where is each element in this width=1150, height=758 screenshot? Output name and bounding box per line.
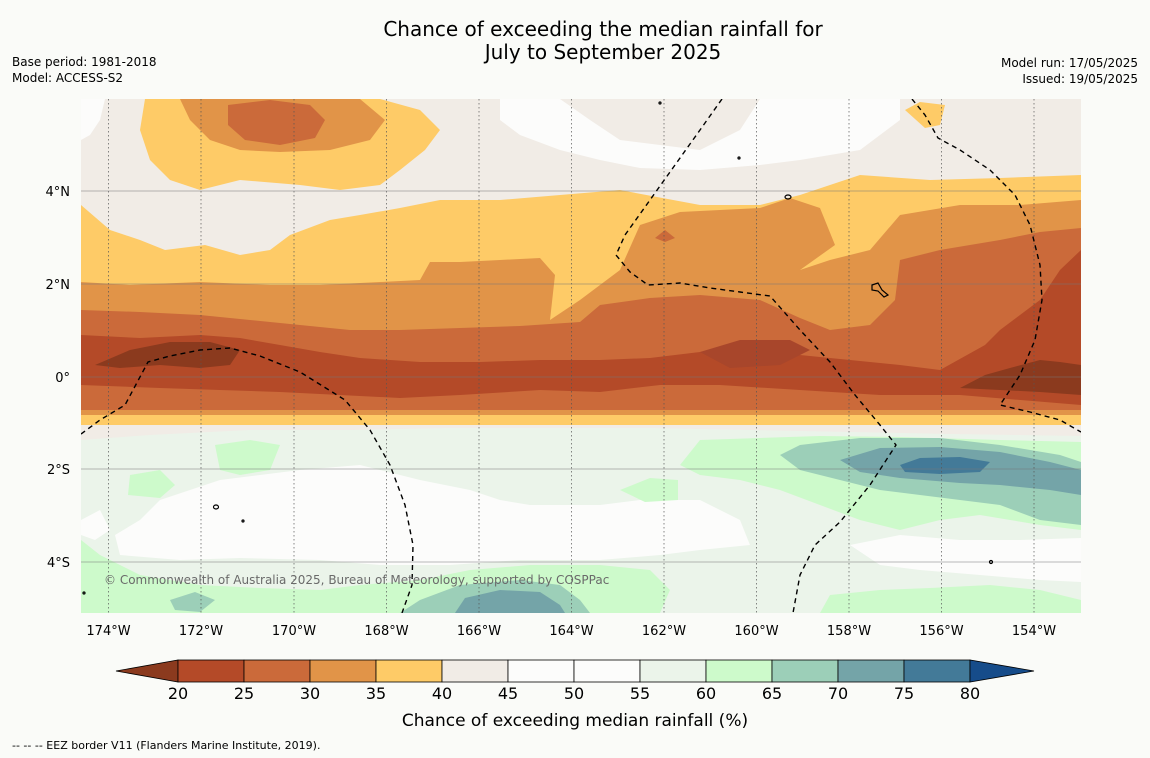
band-20-25-pocket-mid xyxy=(700,340,810,368)
colorbar-block-b75_80 xyxy=(903,659,971,683)
colorbar-extend-low xyxy=(115,659,179,683)
cb-tick-50: 50 xyxy=(564,684,584,703)
colorbar-block-b25_30 xyxy=(243,659,311,683)
title-line-1: Chance of exceeding the median rainfall … xyxy=(383,17,823,41)
x-tick-168w: 168°W xyxy=(364,624,408,639)
eez-borders xyxy=(81,99,1081,613)
band-below-20 xyxy=(95,342,240,368)
y-tick-4s: 4°S xyxy=(47,556,70,571)
colorbar-blocks xyxy=(115,659,1035,683)
cb-tick-65: 65 xyxy=(762,684,782,703)
colorbar-block-b35_40 xyxy=(375,659,443,683)
x-tick-160w: 160°W xyxy=(734,624,778,639)
x-axis-ticks: 174°W 172°W 170°W 168°W 166°W 164°W 162°… xyxy=(86,624,1056,639)
x-tick-158w: 158°W xyxy=(827,624,871,639)
base-info: Base period: 1981-2018 Model: ACCESS-S2 xyxy=(12,54,157,86)
band-60-65-mid xyxy=(620,478,678,502)
cb-tick-55: 55 xyxy=(630,684,650,703)
y-tick-4n: 4°N xyxy=(46,185,71,200)
colorbar: 20 25 30 35 40 45 50 55 60 65 70 75 80 C… xyxy=(115,659,1035,731)
band-60-65-west xyxy=(215,440,280,475)
colorbar-block-b20_25 xyxy=(177,659,245,683)
x-tick-174w: 174°W xyxy=(86,624,130,639)
cb-tick-40: 40 xyxy=(432,684,452,703)
colorbar-block-b50_55 xyxy=(573,659,641,683)
band-75-80-east xyxy=(900,457,990,474)
cb-tick-25: 25 xyxy=(234,684,254,703)
model-run-text: Model run: 17/05/2025 xyxy=(1000,56,1138,70)
colorbar-block-b30_35 xyxy=(309,659,377,683)
colorbar-block-b70_75 xyxy=(837,659,905,683)
colorbar-label: Chance of exceeding median rainfall (%) xyxy=(402,711,748,731)
y-tick-0: 0° xyxy=(55,371,70,386)
graticule-longitude xyxy=(108,99,1035,613)
eez-footer-note: -- -- -- EEZ border V11 (Flanders Marine… xyxy=(12,739,321,752)
x-tick-156w: 156°W xyxy=(919,624,963,639)
band-45-55-pocket-north xyxy=(500,99,900,170)
x-tick-162w: 162°W xyxy=(642,624,686,639)
band-25-30-fleck xyxy=(655,230,675,242)
cb-tick-60: 60 xyxy=(696,684,716,703)
band-45-55-pocket-sw xyxy=(81,510,110,540)
cb-tick-35: 35 xyxy=(366,684,386,703)
run-info: Model run: 17/05/2025 Issued: 19/05/2025 xyxy=(1001,55,1138,87)
colorbar-block-b65_70 xyxy=(771,659,839,683)
colorbar-block-b55_60 xyxy=(639,659,707,683)
band-45-55-pocket-south xyxy=(115,465,750,565)
colorbar-extend-high xyxy=(969,659,1035,683)
band-60-65-southeast xyxy=(820,585,1081,613)
y-tick-2n: 2°N xyxy=(46,278,71,293)
band-65-70-sw xyxy=(170,592,215,612)
y-tick-2s: 2°S xyxy=(47,463,70,478)
model-text: Model: ACCESS-S2 xyxy=(12,71,124,85)
x-tick-172w: 172°W xyxy=(179,624,223,639)
colorbar-block-b60_65 xyxy=(705,659,773,683)
cb-tick-20: 20 xyxy=(168,684,188,703)
band-45-55-pocket-se xyxy=(850,535,1081,582)
cb-tick-75: 75 xyxy=(894,684,914,703)
x-tick-154w: 154°W xyxy=(1012,624,1056,639)
cb-tick-30: 30 xyxy=(300,684,320,703)
band-70-75-south xyxy=(455,590,565,613)
issued-text: Issued: 19/05/2025 xyxy=(1022,72,1138,86)
band-20-25 xyxy=(81,250,1081,405)
cb-tick-70: 70 xyxy=(828,684,848,703)
title-line-2: July to September 2025 xyxy=(484,40,722,64)
band-25-30-north-top xyxy=(228,100,325,145)
x-tick-170w: 170°W xyxy=(272,624,316,639)
colorbar-ticks: 20 25 30 35 40 45 50 55 60 65 70 75 80 xyxy=(168,684,980,703)
x-tick-166w: 166°W xyxy=(457,624,501,639)
cb-tick-80: 80 xyxy=(960,684,980,703)
map-panel: © Commonwealth of Australia 2025, Bureau… xyxy=(81,99,1081,613)
copyright-text: © Commonwealth of Australia 2025, Bureau… xyxy=(104,573,609,587)
colorbar-block-b40_45 xyxy=(441,659,509,683)
band-below-20-east xyxy=(960,360,1081,395)
graticule-latitude xyxy=(81,190,1081,563)
x-tick-164w: 164°W xyxy=(549,624,593,639)
band-60-65-patch xyxy=(128,470,175,498)
map-title: Chance of exceeding the median rainfall … xyxy=(0,18,1150,64)
colorbar-block-b45_50 xyxy=(507,659,575,683)
band-45-55-pocket-nw xyxy=(81,99,105,140)
base-period-text: Base period: 1981-2018 xyxy=(12,55,157,69)
y-axis-ticks: 4°N 2°N 0° 2°S 4°S xyxy=(46,185,71,571)
islands xyxy=(82,101,994,595)
cb-tick-45: 45 xyxy=(498,684,518,703)
